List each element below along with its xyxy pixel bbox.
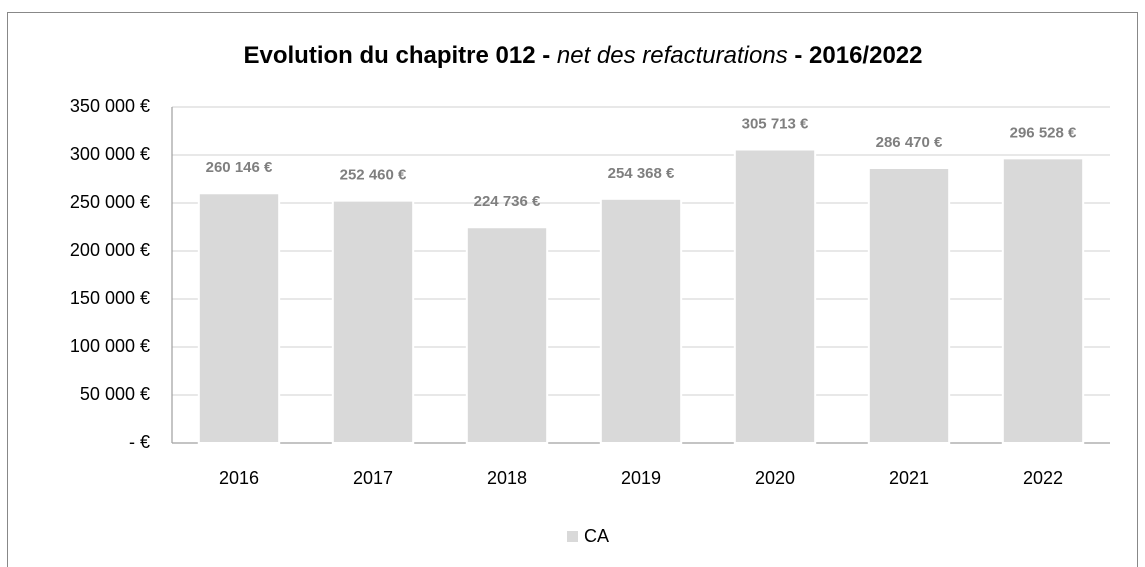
bar	[867, 166, 951, 444]
bar	[599, 197, 683, 444]
y-tick-label: 350 000 €	[70, 96, 150, 116]
data-label: 224 736 €	[474, 193, 541, 210]
y-tick-label: 150 000 €	[70, 288, 150, 308]
data-label: 296 528 €	[1010, 124, 1077, 141]
y-tick-label: 300 000 €	[70, 144, 150, 164]
legend-label: CA	[584, 526, 609, 546]
bar	[197, 192, 281, 444]
data-label: 305 713 €	[742, 115, 809, 132]
y-tick-label: 250 000 €	[70, 192, 150, 212]
legend-swatch	[567, 531, 578, 542]
data-label: 286 470 €	[876, 134, 943, 151]
bar	[331, 199, 415, 444]
title-part: - 2016/2022	[788, 42, 923, 69]
data-label: 252 460 €	[340, 167, 407, 184]
bar	[1001, 157, 1085, 444]
data-label: 254 368 €	[608, 165, 675, 182]
x-tick-label: 2016	[219, 468, 259, 488]
chart-title: Evolution du chapitre 012 - net des refa…	[244, 42, 923, 69]
bar	[465, 226, 549, 444]
x-tick-label: 2020	[755, 468, 795, 488]
data-label: 260 146 €	[206, 159, 273, 176]
x-tick-label: 2018	[487, 468, 527, 488]
y-tick-label: 50 000 €	[80, 384, 150, 404]
bar	[733, 148, 817, 444]
title-part: Evolution du chapitre 012 -	[244, 42, 557, 69]
y-tick-label: - €	[129, 432, 150, 452]
x-tick-label: 2022	[1023, 468, 1063, 488]
title-part: net des refacturations	[557, 42, 788, 69]
x-tick-label: 2021	[889, 468, 929, 488]
chart-border	[7, 12, 1138, 567]
y-tick-label: 100 000 €	[70, 336, 150, 356]
x-tick-label: 2017	[353, 468, 393, 488]
y-tick-label: 200 000 €	[70, 240, 150, 260]
x-tick-label: 2019	[621, 468, 661, 488]
